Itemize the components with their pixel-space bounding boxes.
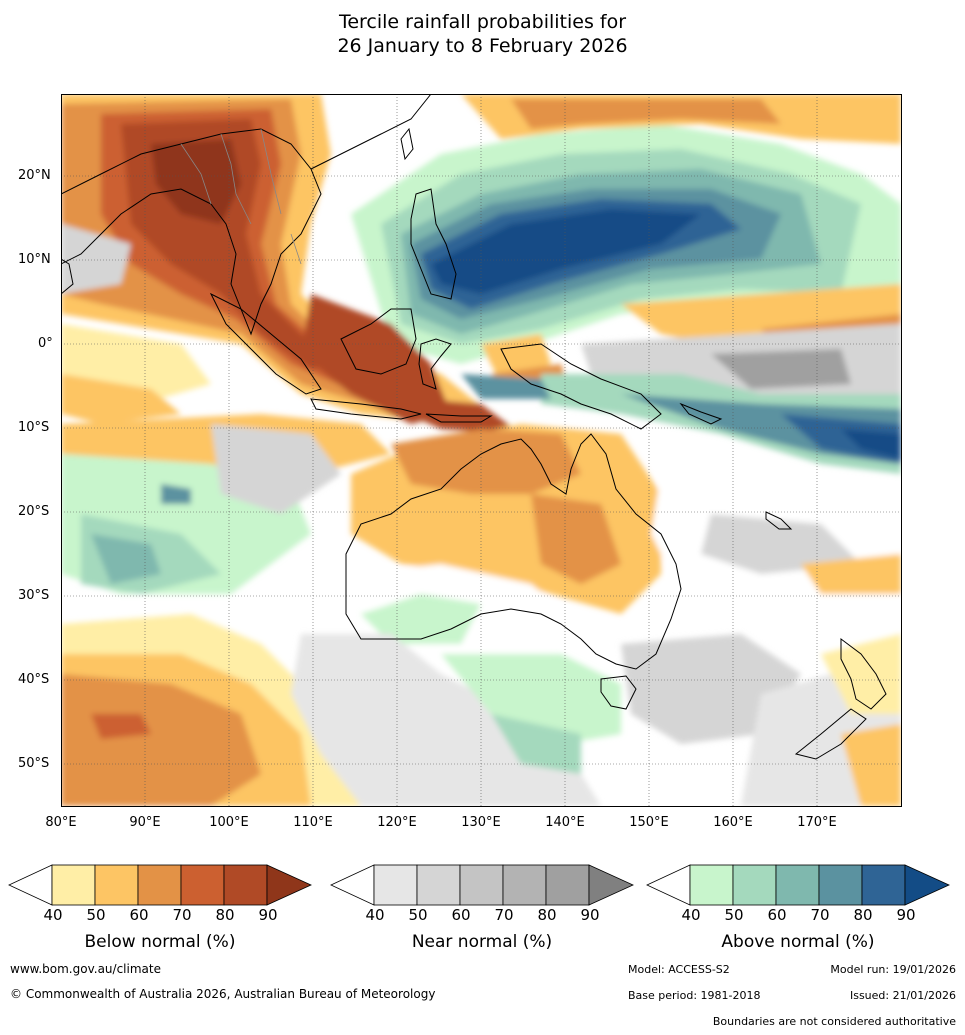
near-tick-70: 70: [494, 906, 514, 924]
below-colorbar-bin-60: [137, 864, 182, 906]
taiwan-coast: [400, 127, 414, 161]
below-colorbar-bin-70: [180, 864, 225, 906]
lon-label-100e: 100°E: [209, 815, 249, 830]
model-run-text: Model run: 19/01/2026: [830, 963, 956, 976]
lat-label-50s: 50°S: [18, 756, 50, 771]
title-line-1: Tercile rainfall probabilities for: [338, 11, 627, 33]
copyright-text: © Commonwealth of Australia 2026, Austra…: [10, 987, 436, 1001]
above-tick-60: 60: [767, 906, 787, 924]
lon-label-140e: 140°E: [545, 815, 585, 830]
base-period-text: Base period: 1981-2018: [628, 989, 761, 1002]
mainland-asia-coast: [61, 128, 322, 336]
below-colorbar-bin-80: [223, 864, 268, 906]
near-colorbar-bin-50: [416, 864, 461, 906]
country-borders: [180, 128, 302, 265]
below-colorbar-bin-50: [94, 864, 139, 906]
below-normal-title: Below normal (%): [84, 932, 236, 952]
near-tick-80: 80: [537, 906, 557, 924]
below-tick-40: 40: [43, 906, 63, 924]
sumatra-coast: [209, 292, 322, 395]
near-colorbar-under-triangle: [330, 864, 375, 906]
disclaimer-text: Boundaries are not considered authoritat…: [712, 1015, 956, 1028]
sri-lanka-coast: [61, 258, 74, 295]
below-tick-60: 60: [129, 906, 149, 924]
new-guinea-coast: [500, 343, 662, 430]
below-colorbar-over-triangle: [266, 864, 312, 906]
rainfall-probability-map[interactable]: [61, 94, 901, 806]
sulawesi-coast: [418, 338, 452, 390]
above-tick-80: 80: [853, 906, 873, 924]
lon-label-160e: 160°E: [713, 815, 753, 830]
issued-text: Issued: 21/01/2026: [849, 989, 956, 1002]
graticule: [61, 94, 901, 806]
below-tick-70: 70: [172, 906, 192, 924]
near-colorbar-bin-80: [545, 864, 590, 906]
map-title: Tercile rainfall probabilities for 26 Ja…: [0, 10, 965, 58]
new-zealand-south-coast: [794, 708, 867, 760]
above-tick-40: 40: [681, 906, 701, 924]
near-colorbar-bin-40: [373, 864, 418, 906]
lon-label-110e: 110°E: [293, 815, 333, 830]
lon-label-170e: 170°E: [797, 815, 837, 830]
java-coast: [310, 398, 422, 420]
below-tick-80: 80: [215, 906, 235, 924]
model-text: Model: ACCESS-S2: [628, 963, 730, 976]
new-caledonia-coast: [765, 511, 793, 530]
below-colorbar-under-triangle: [8, 864, 53, 906]
near-tick-40: 40: [365, 906, 385, 924]
above-normal-colorbar: [646, 864, 950, 906]
lon-label-120e: 120°E: [377, 815, 417, 830]
above-colorbar-bin-70: [818, 864, 863, 906]
lat-label-30s: 30°S: [18, 588, 50, 603]
near-colorbar-bin-70: [502, 864, 547, 906]
below-colorbar-bin-40: [51, 864, 96, 906]
website-link[interactable]: www.bom.gov.au/climate: [10, 962, 161, 976]
title-line-2: 26 January to 8 February 2026: [337, 35, 628, 57]
above-colorbar-bin-80: [861, 864, 906, 906]
near-colorbar-over-triangle: [588, 864, 634, 906]
china-coast: [310, 94, 432, 170]
lon-label-130e: 130°E: [461, 815, 501, 830]
lat-label-20s: 20°S: [18, 504, 50, 519]
near-colorbar-bin-60: [459, 864, 504, 906]
below-tick-90: 90: [258, 906, 278, 924]
near-tick-90: 90: [580, 906, 600, 924]
below-normal-colorbar: [8, 864, 312, 906]
above-colorbar-under-triangle: [646, 864, 691, 906]
above-tick-90: 90: [896, 906, 916, 924]
above-colorbar-bin-40: [689, 864, 734, 906]
solomon-islands-coast: [679, 402, 723, 425]
above-tick-70: 70: [810, 906, 830, 924]
below-tick-50: 50: [86, 906, 106, 924]
lat-label-0: 0°: [38, 336, 53, 351]
lat-label-10s: 10°S: [18, 420, 50, 435]
lat-label-20n: 20°N: [18, 168, 51, 183]
above-colorbar-over-triangle: [904, 864, 950, 906]
australia-coast: [345, 433, 682, 670]
lon-label-90e: 90°E: [129, 815, 161, 830]
probability-shading: [61, 94, 901, 806]
borneo-coast: [340, 308, 417, 375]
lon-label-150e: 150°E: [629, 815, 669, 830]
above-tick-50: 50: [724, 906, 744, 924]
above-colorbar-bin-60: [775, 864, 820, 906]
tasmania-coast: [600, 675, 637, 710]
lat-label-10n: 10°N: [18, 252, 51, 267]
near-tick-60: 60: [451, 906, 471, 924]
near-normal-title: Near normal (%): [411, 932, 553, 952]
coastlines: [61, 94, 887, 760]
near-tick-50: 50: [408, 906, 428, 924]
nusa-tenggara-coast: [425, 413, 493, 423]
lat-label-40s: 40°S: [18, 672, 50, 687]
above-colorbar-bin-50: [732, 864, 777, 906]
lon-label-80e: 80°E: [45, 815, 77, 830]
philippines-coast: [410, 188, 457, 300]
above-normal-title: Above normal (%): [721, 932, 875, 952]
new-zealand-north-coast: [840, 638, 887, 710]
near-normal-colorbar: [330, 864, 634, 906]
